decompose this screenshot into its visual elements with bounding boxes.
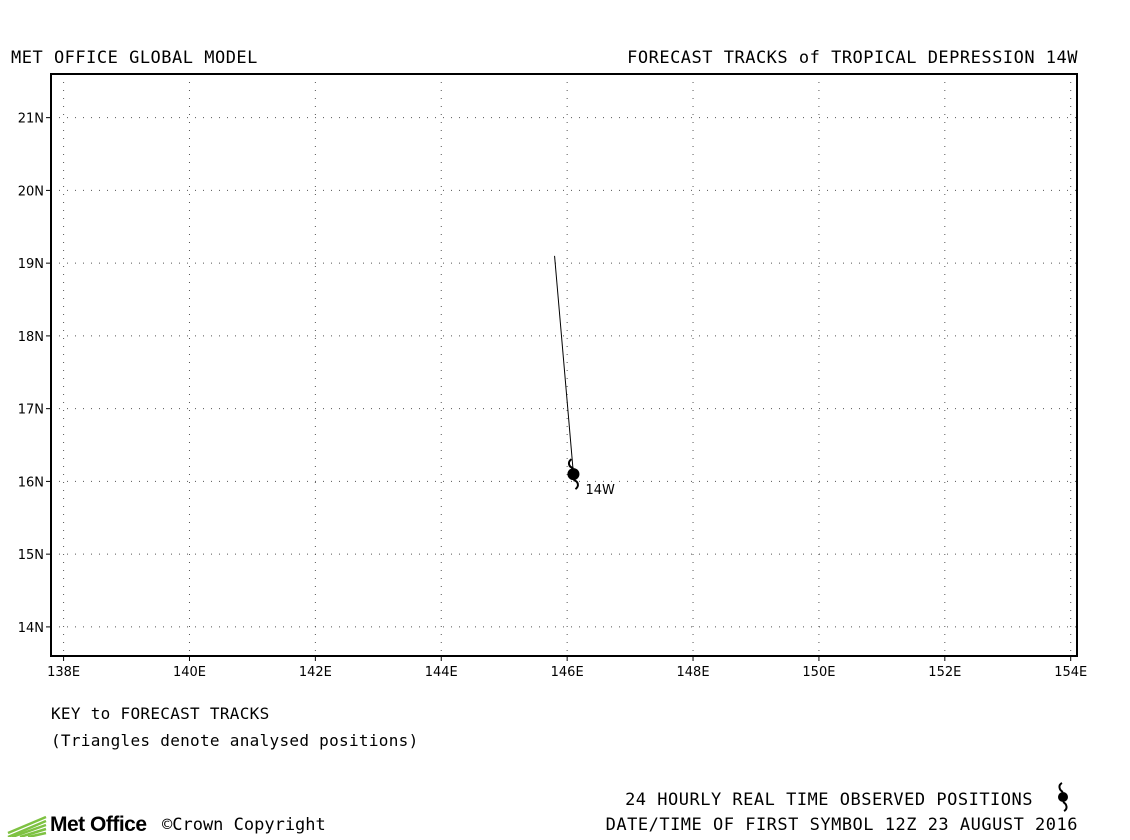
storm-track-line bbox=[554, 255, 574, 475]
key-subtitle: (Triangles denote analysed positions) bbox=[51, 731, 419, 750]
y-tick-label: 18N bbox=[18, 330, 44, 345]
met-office-logo-icon bbox=[7, 815, 47, 837]
observed-positions-label: 24 HOURLY REAL TIME OBSERVED POSITIONS bbox=[625, 790, 1033, 810]
y-tick-label: 17N bbox=[18, 403, 44, 418]
y-tick-label: 14N bbox=[18, 621, 44, 636]
key-title: KEY to FORECAST TRACKS bbox=[51, 704, 270, 723]
cyclone-eye bbox=[567, 468, 580, 481]
y-tick-label: 15N bbox=[18, 548, 44, 563]
y-tick-label: 19N bbox=[18, 257, 44, 272]
x-tick-label: 144E bbox=[425, 665, 458, 680]
x-tick-label: 152E bbox=[928, 665, 961, 680]
met-office-logo-text: Met Office bbox=[50, 813, 147, 836]
axis-ticks bbox=[46, 117, 1072, 661]
first-symbol-date-label: DATE/TIME OF FIRST SYMBOL 12Z 23 AUGUST … bbox=[605, 815, 1078, 835]
x-tick-label: 142E bbox=[299, 665, 332, 680]
y-tick-label: 20N bbox=[18, 184, 44, 199]
x-tick-label: 148E bbox=[677, 665, 710, 680]
map-grid bbox=[51, 74, 1077, 656]
x-tick-label: 138E bbox=[47, 665, 80, 680]
axis-labels: 138E 140E 142E 144E 146E 148E 150E 152E 154E 14N 1… bbox=[18, 112, 1088, 680]
y-tick-label: 16N bbox=[18, 475, 44, 490]
cyclone-arm-top bbox=[567, 458, 574, 470]
tropical-cyclone-icon bbox=[567, 458, 580, 490]
cyclone-arm-bottom bbox=[573, 479, 579, 490]
map-frame bbox=[50, 73, 1078, 657]
forecast-track-map: 138E 140E 142E 144E 146E 148E 150E 152E 154E 14N 1… bbox=[18, 73, 1088, 680]
x-tick-label: 146E bbox=[551, 665, 584, 680]
met-office-logo: Met Office bbox=[6, 812, 147, 838]
x-tick-label: 154E bbox=[1054, 665, 1087, 680]
x-tick-label: 150E bbox=[802, 665, 835, 680]
copyright-notice: ©Crown Copyright bbox=[162, 815, 326, 835]
header-forecast-title: FORECAST TRACKS of TROPICAL DEPRESSION 1… bbox=[627, 48, 1078, 68]
storm-name-label: 14W bbox=[585, 483, 615, 498]
y-tick-label: 21N bbox=[18, 112, 44, 127]
x-tick-label: 140E bbox=[173, 665, 206, 680]
tropical-cyclone-legend-icon bbox=[1058, 782, 1068, 812]
storm-track-layer: 14W bbox=[554, 255, 615, 498]
header-model-title: MET OFFICE GLOBAL MODEL bbox=[11, 48, 258, 68]
